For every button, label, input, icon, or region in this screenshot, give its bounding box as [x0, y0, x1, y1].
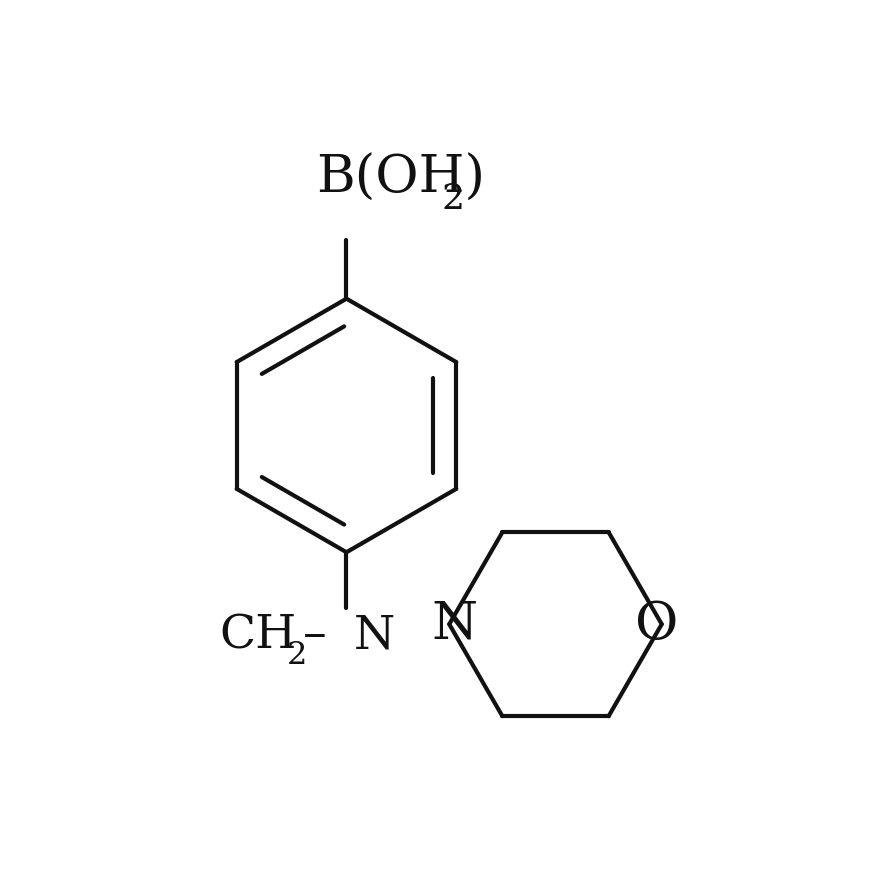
Text: 2: 2	[441, 182, 464, 216]
Text: –: –	[303, 613, 327, 659]
Text: O: O	[635, 599, 678, 650]
Text: 2: 2	[287, 640, 307, 670]
Text: CH: CH	[220, 613, 297, 659]
Text: B(OH): B(OH)	[316, 153, 485, 205]
Text: N: N	[353, 613, 394, 659]
Text: N: N	[431, 599, 477, 650]
